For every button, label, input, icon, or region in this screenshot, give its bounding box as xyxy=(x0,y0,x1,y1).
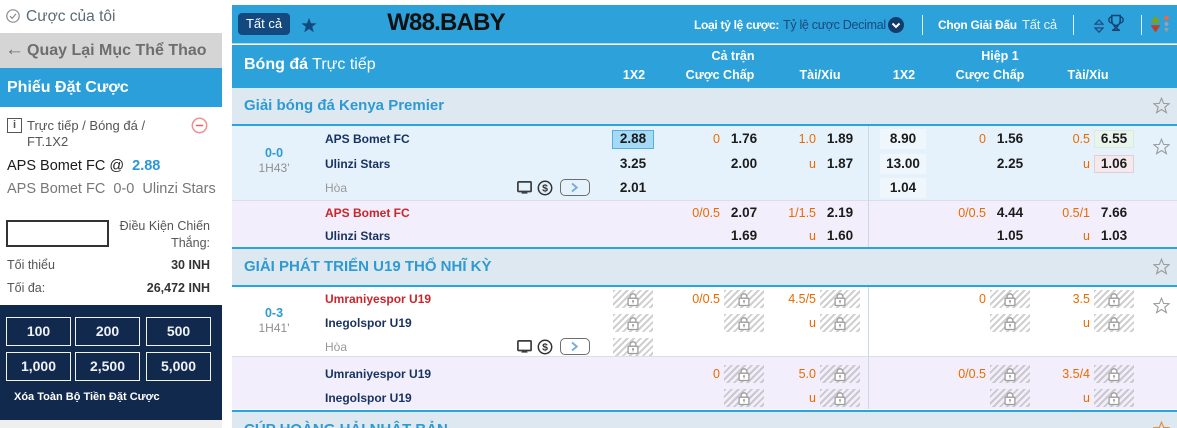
svg-text:$: $ xyxy=(542,342,548,354)
svg-text:$: $ xyxy=(542,183,548,195)
